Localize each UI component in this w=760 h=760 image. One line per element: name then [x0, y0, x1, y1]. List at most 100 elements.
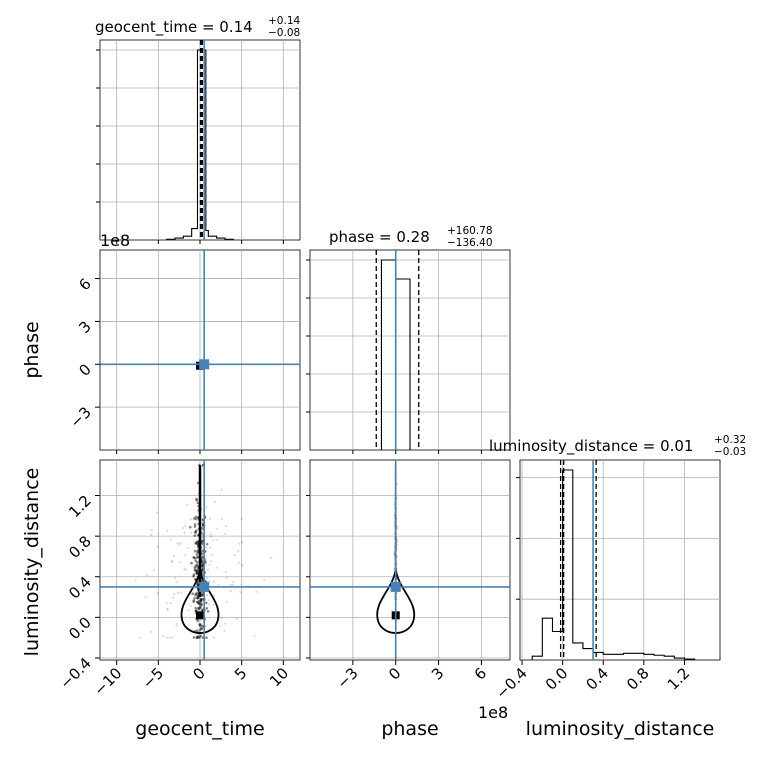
scatter-samples — [134, 463, 399, 639]
sample-point-geo-169 — [217, 583, 220, 586]
xlabel-geocent_time: geocent_time — [135, 718, 264, 740]
sample-point-geo-197 — [195, 569, 199, 573]
sample-point-geo-171 — [208, 603, 211, 606]
sample-point-geo-12 — [172, 596, 175, 599]
sample-point-geo-418 — [170, 560, 173, 563]
sample-point-geo-340 — [221, 517, 224, 521]
sample-point-geo-343 — [204, 546, 207, 550]
sample-point-geo-74 — [192, 556, 196, 559]
sample-point-geo-57 — [172, 593, 176, 596]
sample-point-geo-136 — [195, 563, 198, 566]
sample-point-geo-76 — [208, 563, 211, 566]
sample-point-geo-55 — [196, 542, 200, 545]
sample-point-geo-205 — [197, 636, 201, 639]
sample-point-geo-189 — [195, 497, 198, 501]
sample-point-geo-36 — [191, 575, 194, 579]
sample-point-geo-85 — [194, 593, 197, 597]
sample-point-geo-399 — [233, 553, 236, 557]
sample-point-geo-231 — [195, 636, 199, 639]
sample-point-geo-257 — [200, 560, 204, 564]
xtick-phase-label-3: 6 — [471, 664, 490, 683]
sample-point-geo-394 — [196, 560, 199, 564]
offset-text-phase-y: 1e8 — [100, 231, 130, 250]
sample-point-geo-287 — [192, 573, 196, 576]
truth-marker-ld-vs-geocent_time — [199, 581, 210, 592]
sample-point-geo-212 — [192, 574, 196, 578]
sample-point-geo-401 — [235, 617, 238, 621]
sample-point-geo-245 — [152, 568, 155, 571]
sample-point-geo-265 — [175, 622, 178, 625]
sample-point-geo-251 — [205, 636, 208, 639]
sample-point-geo-86 — [200, 602, 204, 606]
sample-point-geo-216 — [179, 541, 182, 545]
sample-point-geo-129 — [194, 569, 198, 572]
sample-point-geo-126 — [197, 599, 201, 603]
sample-point-geo-364 — [166, 607, 169, 610]
xtick-geocent_time-label-1: −5 — [139, 664, 167, 692]
sample-point-geo-128 — [225, 600, 228, 603]
panel-luminosity_distance-hist — [519, 459, 721, 661]
title-luminosity_distance: luminosity_distance = 0.01 — [489, 437, 693, 456]
sample-point-geo-362 — [194, 559, 198, 563]
sample-point-geo-224 — [192, 556, 196, 559]
sample-point-geo-223 — [193, 525, 197, 528]
sample-point-geo-312 — [194, 530, 197, 534]
sample-point-geo-209 — [205, 606, 209, 610]
sample-point-geo-176 — [196, 555, 199, 559]
sample-point-geo-186 — [201, 563, 204, 567]
sample-point-geo-278 — [197, 602, 201, 605]
sample-point-geo-302 — [183, 531, 186, 534]
title-phase-plus: +160.78 — [447, 225, 493, 237]
sample-point-geo-32 — [237, 561, 240, 564]
ytick-phase-label-1: 0 — [75, 360, 94, 379]
sample-point-geo-283 — [201, 593, 204, 597]
sample-point-geo-315 — [240, 541, 244, 544]
sample-point-geo-382 — [193, 568, 197, 571]
sample-point-geo-316 — [184, 568, 187, 572]
sample-point-geo-317 — [215, 566, 218, 569]
sample-point-geo-117 — [199, 602, 202, 606]
xlabel-phase: phase — [381, 718, 438, 740]
sample-point-geo-8 — [199, 623, 202, 627]
sample-point-geo-417 — [239, 590, 242, 594]
sample-point-geo-255 — [162, 634, 165, 638]
xtick-phase-label-1: 0 — [385, 664, 404, 683]
sample-point-geo-30 — [194, 542, 197, 545]
title-luminosity_distance-minus: −0.03 — [714, 446, 746, 458]
sample-point-geo-277 — [201, 593, 204, 597]
sample-point-geo-414 — [156, 545, 159, 548]
sample-point-geo-132 — [196, 595, 200, 598]
sample-point-geo-50 — [196, 567, 200, 570]
sample-point-geo-329 — [199, 598, 203, 602]
sample-point-geo-405 — [194, 564, 198, 568]
sample-point-geo-92 — [208, 580, 211, 583]
sample-point-geo-149 — [194, 541, 198, 544]
sample-point-geo-37 — [196, 582, 200, 586]
sample-point-geo-141 — [215, 538, 218, 541]
ylabel-phase: phase — [21, 321, 43, 378]
sample-point-geo-211 — [225, 576, 228, 579]
sample-point-geo-303 — [223, 629, 226, 632]
sample-point-geo-390 — [212, 594, 215, 597]
title-geocent_time: geocent_time = 0.14 — [95, 18, 253, 37]
sample-point-geo-213 — [200, 563, 204, 566]
xtick-luminosity_distance-label-3: 0.8 — [623, 664, 653, 694]
sample-point-geo-78 — [166, 529, 169, 532]
sample-point-geo-219 — [172, 554, 175, 558]
sample-point-geo-175 — [144, 595, 147, 599]
sample-point-geo-296 — [195, 572, 198, 575]
sample-point-geo-389 — [165, 602, 168, 605]
sample-point-geo-0 — [195, 571, 199, 575]
ytick-luminosity_distance-label-2: 0.4 — [65, 573, 95, 603]
sample-point-geo-113 — [169, 601, 172, 605]
sample-point-geo-349 — [205, 542, 209, 546]
sample-point-geo-383 — [198, 623, 201, 626]
sample-point-geo-334 — [212, 603, 215, 606]
sample-point-geo-44 — [195, 572, 198, 575]
sample-point-geo-269 — [201, 565, 204, 568]
sample-point-geo-241 — [200, 627, 204, 631]
sample-point-geo-39 — [196, 591, 199, 594]
sample-point-geo-121 — [198, 606, 201, 609]
xtick-phase-label-2: 3 — [428, 664, 447, 683]
sample-point-geo-335 — [194, 557, 197, 560]
